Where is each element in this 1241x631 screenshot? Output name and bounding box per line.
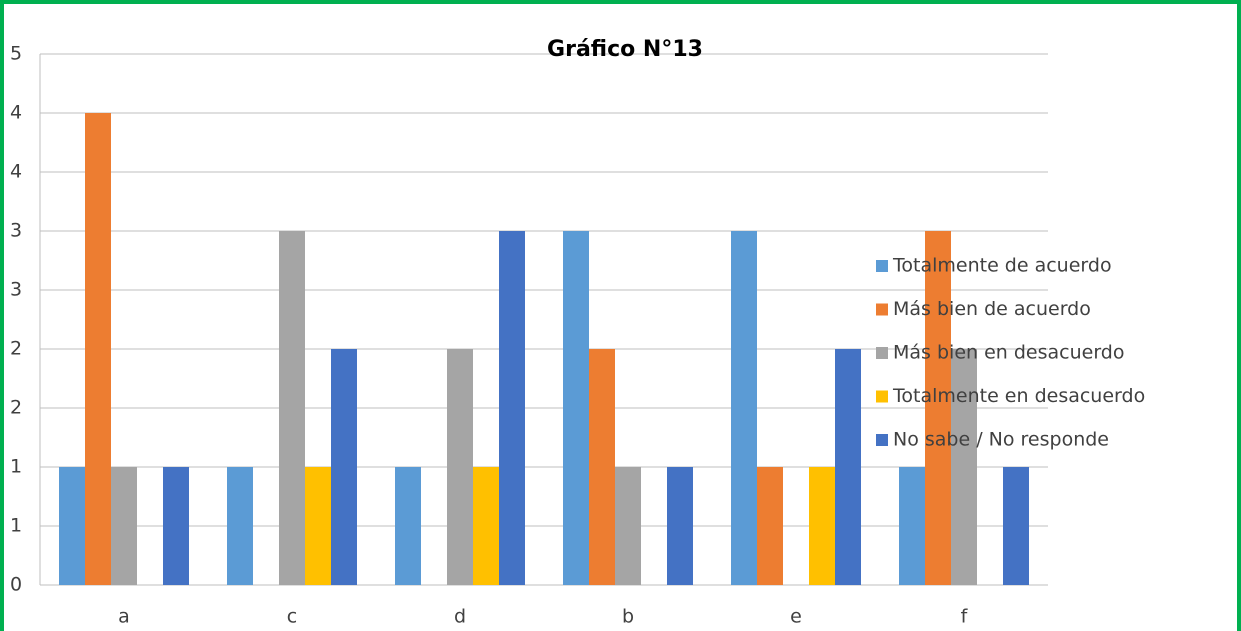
y-tick-label: 3 [10,220,22,242]
bar [835,349,861,585]
bar [395,467,421,585]
chart-title: Gráfico N°13 [547,37,703,62]
bar [757,467,783,585]
y-tick-label: 0 [10,574,22,596]
bar [473,467,499,585]
legend-label: No sabe / No responde [893,429,1109,451]
bar [809,467,835,585]
legend-swatch [876,390,888,403]
legend-label: Totalmente de acuerdo [892,255,1112,277]
legend-swatch [876,434,888,446]
bar [59,467,85,585]
y-tick-label: 3 [10,279,22,301]
y-tick-label: 1 [10,456,22,478]
bar [951,349,977,585]
bar [447,349,473,585]
y-tick-label: 4 [10,161,22,183]
y-tick-label: 4 [10,102,22,124]
x-tick-label: f [961,606,969,628]
legend-swatch [876,303,888,316]
bar [163,467,189,585]
y-tick-label: 2 [10,338,22,360]
bar [615,467,641,585]
y-tick-label: 5 [10,43,22,65]
bar [899,467,925,585]
y-tick-label: 2 [10,397,22,419]
bar [925,231,951,585]
x-tick-label: d [454,606,466,628]
x-tick-label: b [622,606,634,628]
bar [227,467,253,585]
y-tick-label: 1 [10,515,22,537]
bar [731,231,757,585]
legend-swatch [876,260,888,272]
bar [331,349,357,585]
x-tick-label: c [287,606,297,628]
x-tick-label: a [118,606,130,628]
legend-label: Más bien de acuerdo [893,298,1091,320]
bar [667,467,693,585]
bar [1003,467,1029,585]
bar [111,467,137,585]
bar [85,113,111,585]
bar [305,467,331,585]
x-tick-label: e [790,606,802,628]
bar [279,231,305,585]
legend-label: Totalmente en desacuerdo [892,385,1145,407]
bar [589,349,615,585]
legend-swatch [876,347,888,359]
bar [499,231,525,585]
bar [563,231,589,585]
legend-label: Más bien en desacuerdo [893,342,1125,364]
